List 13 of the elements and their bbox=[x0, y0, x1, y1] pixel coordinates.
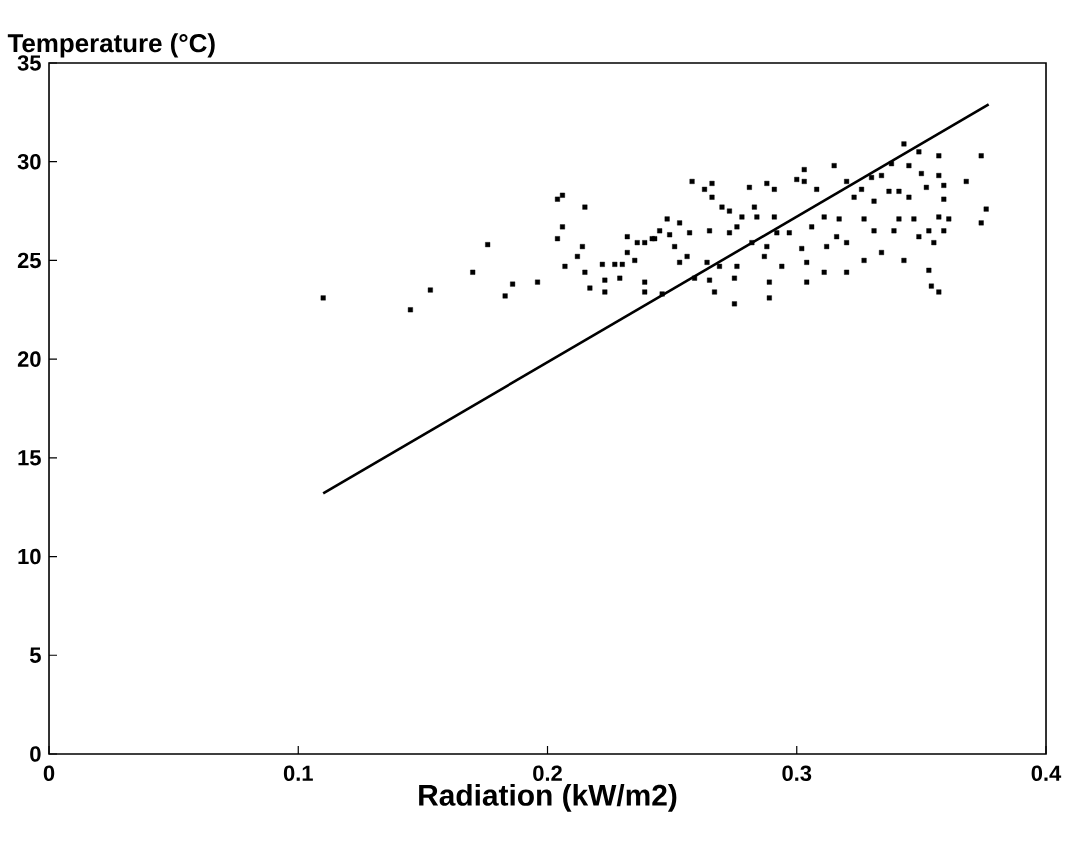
y-tick-label: 5 bbox=[29, 647, 41, 663]
x-tick-label: 0.1 bbox=[283, 765, 313, 782]
y-tick-label: 30 bbox=[17, 153, 41, 170]
y-tick-label: 25 bbox=[17, 252, 41, 269]
x-tick-label: 0.4 bbox=[1031, 765, 1062, 782]
y-tick-label: 15 bbox=[18, 450, 41, 466]
y-tick-label: 10 bbox=[18, 548, 41, 565]
x-axis-title: Radiation (kW/m2) bbox=[419, 783, 677, 812]
x-tick-label: 0.2 bbox=[533, 765, 562, 782]
x-tick-label: 0.3 bbox=[782, 765, 812, 782]
y-tick-label: 20 bbox=[17, 351, 41, 367]
x-tick-label: 0 bbox=[43, 765, 55, 782]
y-tick-label: 0 bbox=[30, 746, 41, 762]
